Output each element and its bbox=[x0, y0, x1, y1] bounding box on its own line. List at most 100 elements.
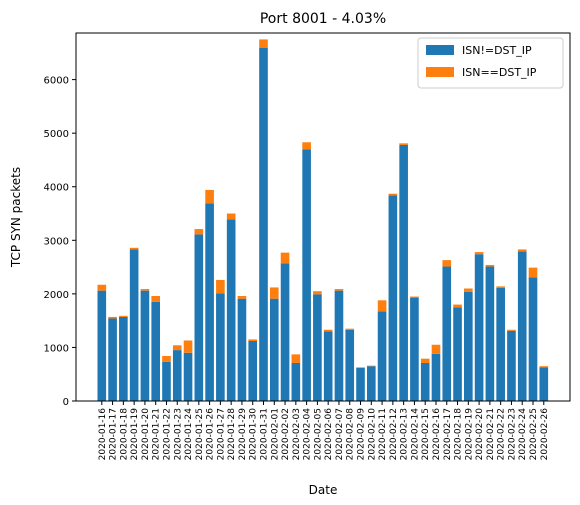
x-tick-label: 2020-02-03 bbox=[292, 408, 302, 460]
bar-isn-eq-dst-ip-2020-02-13 bbox=[399, 143, 408, 145]
bar-isn-ne-dst-ip-2020-02-19 bbox=[464, 291, 473, 401]
y-tick-label: 5000 bbox=[44, 129, 69, 140]
y-tick-label: 2000 bbox=[44, 290, 69, 301]
x-tick-label: 2020-01-16 bbox=[98, 408, 108, 461]
bar-isn-ne-dst-ip-2020-02-14 bbox=[410, 297, 419, 401]
bar-isn-ne-dst-ip-2020-02-10 bbox=[366, 366, 376, 401]
x-tick-label: 2020-01-23 bbox=[173, 408, 183, 460]
y-tick-label: 4000 bbox=[44, 183, 69, 194]
y-axis: 0 1000 2000 3000 4000 5000 6000 bbox=[44, 76, 76, 408]
bar-isn-ne-dst-ip-2020-01-25 bbox=[194, 234, 204, 401]
bar-isn-ne-dst-ip-2020-01-17 bbox=[108, 318, 117, 401]
bar-isn-eq-dst-ip-2020-01-17 bbox=[108, 316, 117, 319]
bar-isn-eq-dst-ip-2020-01-29 bbox=[237, 296, 247, 299]
bar-isn-ne-dst-ip-2020-02-05 bbox=[313, 294, 322, 401]
bar-isn-ne-dst-ip-2020-02-21 bbox=[485, 266, 495, 401]
x-axis-label: Date bbox=[309, 483, 338, 497]
bar-isn-eq-dst-ip-2020-02-23 bbox=[507, 329, 516, 331]
x-tick-label: 2020-02-05 bbox=[313, 408, 323, 460]
bar-isn-ne-dst-ip-2020-02-02 bbox=[280, 263, 290, 401]
bar-isn-eq-dst-ip-2020-02-20 bbox=[474, 252, 484, 255]
bar-isn-eq-dst-ip-2020-01-18 bbox=[119, 315, 128, 317]
bar-isn-ne-dst-ip-2020-02-20 bbox=[474, 254, 484, 401]
x-axis: 2020-01-16 2020-01-17 2020-01-18 2020-01-19… bbox=[98, 401, 550, 460]
x-tick-label: 2020-01-20 bbox=[141, 408, 151, 461]
x-tick-label: 2020-02-07 bbox=[335, 408, 345, 460]
bar-isn-ne-dst-ip-2020-02-08 bbox=[345, 329, 355, 401]
x-tick-label: 2020-02-20 bbox=[475, 408, 485, 461]
bar-isn-ne-dst-ip-2020-01-21 bbox=[151, 301, 161, 401]
x-tick-label: 2020-02-06 bbox=[324, 408, 334, 461]
x-tick-label: 2020-02-14 bbox=[410, 408, 420, 461]
bar-isn-ne-dst-ip-2020-02-11 bbox=[377, 311, 387, 401]
bar-isn-ne-dst-ip-2020-01-18 bbox=[119, 316, 128, 401]
legend-label: ISN==DST_IP bbox=[462, 66, 537, 79]
legend-swatch bbox=[426, 45, 454, 55]
bar-isn-eq-dst-ip-2020-02-22 bbox=[496, 286, 505, 288]
x-tick-label: 2020-02-21 bbox=[486, 408, 496, 460]
bar-isn-eq-dst-ip-2020-01-31 bbox=[259, 39, 268, 48]
bar-isn-ne-dst-ip-2020-01-29 bbox=[237, 298, 247, 401]
x-tick-label: 2020-02-26 bbox=[540, 408, 550, 461]
bar-isn-ne-dst-ip-2020-01-28 bbox=[226, 219, 236, 401]
bar-isn-ne-dst-ip-2020-01-30 bbox=[248, 341, 258, 401]
x-tick-label: 2020-01-21 bbox=[152, 408, 162, 460]
bar-isn-eq-dst-ip-2020-01-27 bbox=[216, 279, 225, 294]
bar-isn-eq-dst-ip-2020-02-08 bbox=[345, 328, 355, 330]
y-axis-label: TCP SYN packets bbox=[9, 167, 23, 268]
bar-isn-eq-dst-ip-2020-02-14 bbox=[410, 296, 419, 298]
x-tick-label: 2020-02-04 bbox=[303, 408, 313, 461]
bar-isn-eq-dst-ip-2020-02-03 bbox=[291, 354, 301, 363]
bar-isn-eq-dst-ip-2020-02-18 bbox=[453, 304, 462, 308]
bar-isn-eq-dst-ip-2020-01-21 bbox=[151, 296, 161, 302]
x-tick-label: 2020-02-01 bbox=[270, 408, 280, 460]
bar-isn-ne-dst-ip-2020-01-24 bbox=[183, 352, 193, 401]
bars-layer bbox=[97, 39, 549, 402]
x-tick-label: 2020-02-23 bbox=[507, 408, 517, 460]
bar-isn-ne-dst-ip-2020-02-09 bbox=[356, 367, 365, 401]
bar-isn-eq-dst-ip-2020-01-16 bbox=[97, 284, 107, 291]
bar-isn-eq-dst-ip-2020-02-25 bbox=[528, 267, 538, 278]
x-tick-label: 2020-01-18 bbox=[119, 408, 129, 461]
y-tick-label: 3000 bbox=[44, 236, 69, 247]
bar-isn-eq-dst-ip-2020-01-28 bbox=[226, 213, 236, 220]
bar-isn-ne-dst-ip-2020-02-15 bbox=[420, 362, 430, 401]
bar-isn-ne-dst-ip-2020-02-07 bbox=[334, 290, 344, 401]
bar-isn-eq-dst-ip-2020-01-25 bbox=[194, 229, 204, 235]
bar-isn-ne-dst-ip-2020-02-24 bbox=[517, 251, 527, 401]
bar-isn-ne-dst-ip-2020-02-06 bbox=[323, 331, 333, 401]
plot-frame bbox=[75, 32, 571, 402]
bar-isn-ne-dst-ip-2020-01-16 bbox=[97, 290, 107, 401]
x-tick-label: 2020-02-18 bbox=[454, 408, 464, 461]
bar-isn-ne-dst-ip-2020-01-26 bbox=[205, 203, 214, 401]
x-tick-label: 2020-01-19 bbox=[130, 408, 140, 461]
bar-isn-eq-dst-ip-2020-02-10 bbox=[366, 365, 376, 367]
bar-isn-eq-dst-ip-2020-02-21 bbox=[485, 264, 495, 267]
bar-isn-ne-dst-ip-2020-02-04 bbox=[302, 149, 311, 401]
legend-label: ISN!=DST_IP bbox=[462, 44, 532, 57]
bar-isn-eq-dst-ip-2020-01-26 bbox=[205, 189, 214, 204]
x-tick-label: 2020-01-26 bbox=[206, 408, 216, 461]
bar-isn-ne-dst-ip-2020-01-19 bbox=[129, 249, 139, 401]
x-tick-label: 2020-02-08 bbox=[346, 408, 356, 461]
bar-isn-eq-dst-ip-2020-02-15 bbox=[420, 358, 430, 363]
bar-isn-ne-dst-ip-2020-02-12 bbox=[388, 195, 398, 401]
bar-isn-eq-dst-ip-2020-01-30 bbox=[248, 339, 258, 342]
bar-isn-eq-dst-ip-2020-02-16 bbox=[431, 344, 441, 354]
x-tick-label: 2020-02-22 bbox=[497, 408, 507, 460]
x-tick-label: 2020-02-19 bbox=[464, 408, 474, 461]
bar-isn-ne-dst-ip-2020-02-25 bbox=[528, 277, 538, 401]
x-tick-label: 2020-01-30 bbox=[249, 408, 259, 461]
x-tick-label: 2020-02-25 bbox=[529, 408, 539, 460]
bar-isn-ne-dst-ip-2020-02-18 bbox=[453, 307, 462, 401]
x-tick-label: 2020-02-11 bbox=[378, 408, 388, 460]
bar-isn-eq-dst-ip-2020-02-17 bbox=[442, 260, 452, 267]
bar-isn-ne-dst-ip-2020-02-23 bbox=[507, 330, 516, 401]
bar-isn-ne-dst-ip-2020-02-17 bbox=[442, 266, 452, 401]
bar-isn-ne-dst-ip-2020-02-01 bbox=[269, 298, 279, 401]
bar-isn-eq-dst-ip-2020-02-09 bbox=[356, 367, 365, 368]
x-tick-label: 2020-02-02 bbox=[281, 408, 291, 460]
bar-isn-ne-dst-ip-2020-02-22 bbox=[496, 287, 505, 401]
x-tick-label: 2020-02-12 bbox=[389, 408, 399, 460]
